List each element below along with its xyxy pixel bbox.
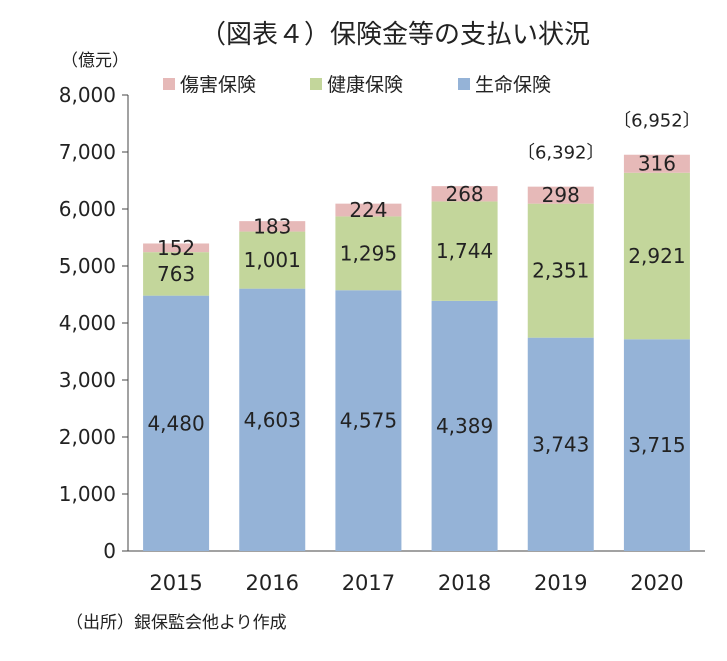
bar-segment: [623, 154, 690, 173]
x-tick-label: 2015: [149, 571, 202, 595]
bar-segment: [527, 186, 594, 204]
legend-swatch: [163, 78, 175, 90]
legend-swatch: [310, 78, 322, 90]
data-label: 316: [638, 152, 676, 176]
x-tick-label: 2019: [534, 571, 587, 595]
data-label: 4,389: [436, 414, 493, 438]
bar-segment: [527, 203, 594, 338]
total-label: 〔6,952〕: [613, 111, 701, 132]
bar-segment: [239, 231, 306, 289]
data-label: 268: [445, 182, 483, 206]
y-tick-label: 3,000: [59, 368, 116, 392]
legend-label: 健康保険: [327, 74, 403, 96]
bar-segment: [431, 300, 498, 551]
source-note: （出所）銀保監会他より作成: [66, 613, 287, 633]
data-label: 763: [157, 262, 195, 286]
data-label: 152: [157, 236, 195, 260]
data-label: 183: [253, 214, 291, 238]
chart-title: （図表４）保険金等の支払い状況: [200, 20, 590, 50]
data-label: 3,743: [532, 432, 589, 456]
data-label: 4,603: [244, 408, 301, 432]
data-label: 298: [542, 183, 580, 207]
bar-segment: [143, 243, 210, 253]
y-tick-label: 0: [103, 539, 116, 563]
legend: 傷害保険 健康保険 生命保険: [163, 74, 551, 96]
data-label: 4,480: [147, 411, 204, 435]
x-tick-label: 2017: [342, 571, 395, 595]
y-tick-label: 5,000: [59, 254, 116, 278]
y-tick-label: 4,000: [59, 311, 116, 335]
bar-segment: [143, 295, 210, 551]
bar-segment: [335, 290, 402, 551]
data-label: 2,351: [532, 259, 589, 283]
y-unit-label: （億元）: [61, 51, 129, 71]
y-tick-label: 7,000: [59, 140, 116, 164]
data-label: 3,715: [628, 433, 685, 457]
y-tick-label: 6,000: [59, 197, 116, 221]
x-tick-label: 2020: [630, 571, 683, 595]
x-tick-label: 2018: [438, 571, 491, 595]
bar-segment: [623, 339, 690, 551]
bar-segment: [527, 337, 594, 551]
bar-segment: [335, 203, 402, 217]
bar-segment: [623, 172, 690, 340]
bar-segment: [431, 201, 498, 301]
data-label: 4,575: [340, 409, 397, 433]
data-label: 224: [349, 198, 387, 222]
data-label: 2,921: [628, 244, 685, 268]
bar-segment: [335, 216, 402, 291]
data-label: 1,001: [244, 248, 301, 272]
legend-swatch: [458, 78, 470, 90]
axes: 0 1,000 2,000 3,000 4,000 5,000 6,000 7,000 8,00…: [59, 83, 705, 595]
x-tick-label: 2016: [246, 571, 299, 595]
bar-segment: [431, 186, 498, 202]
total-label: 〔6,392〕: [517, 143, 605, 164]
y-tick-label: 2,000: [59, 425, 116, 449]
bar-segment: [239, 221, 306, 232]
bar-segment: [143, 252, 210, 296]
data-label: 1,744: [436, 239, 493, 263]
legend-label: 生命保険: [475, 74, 551, 96]
bar-segment: [239, 288, 306, 551]
y-tick-label: 1,000: [59, 482, 116, 506]
y-tick-label: 8,000: [59, 83, 116, 107]
data-label: 1,295: [340, 241, 397, 265]
legend-label: 傷害保険: [180, 74, 256, 96]
